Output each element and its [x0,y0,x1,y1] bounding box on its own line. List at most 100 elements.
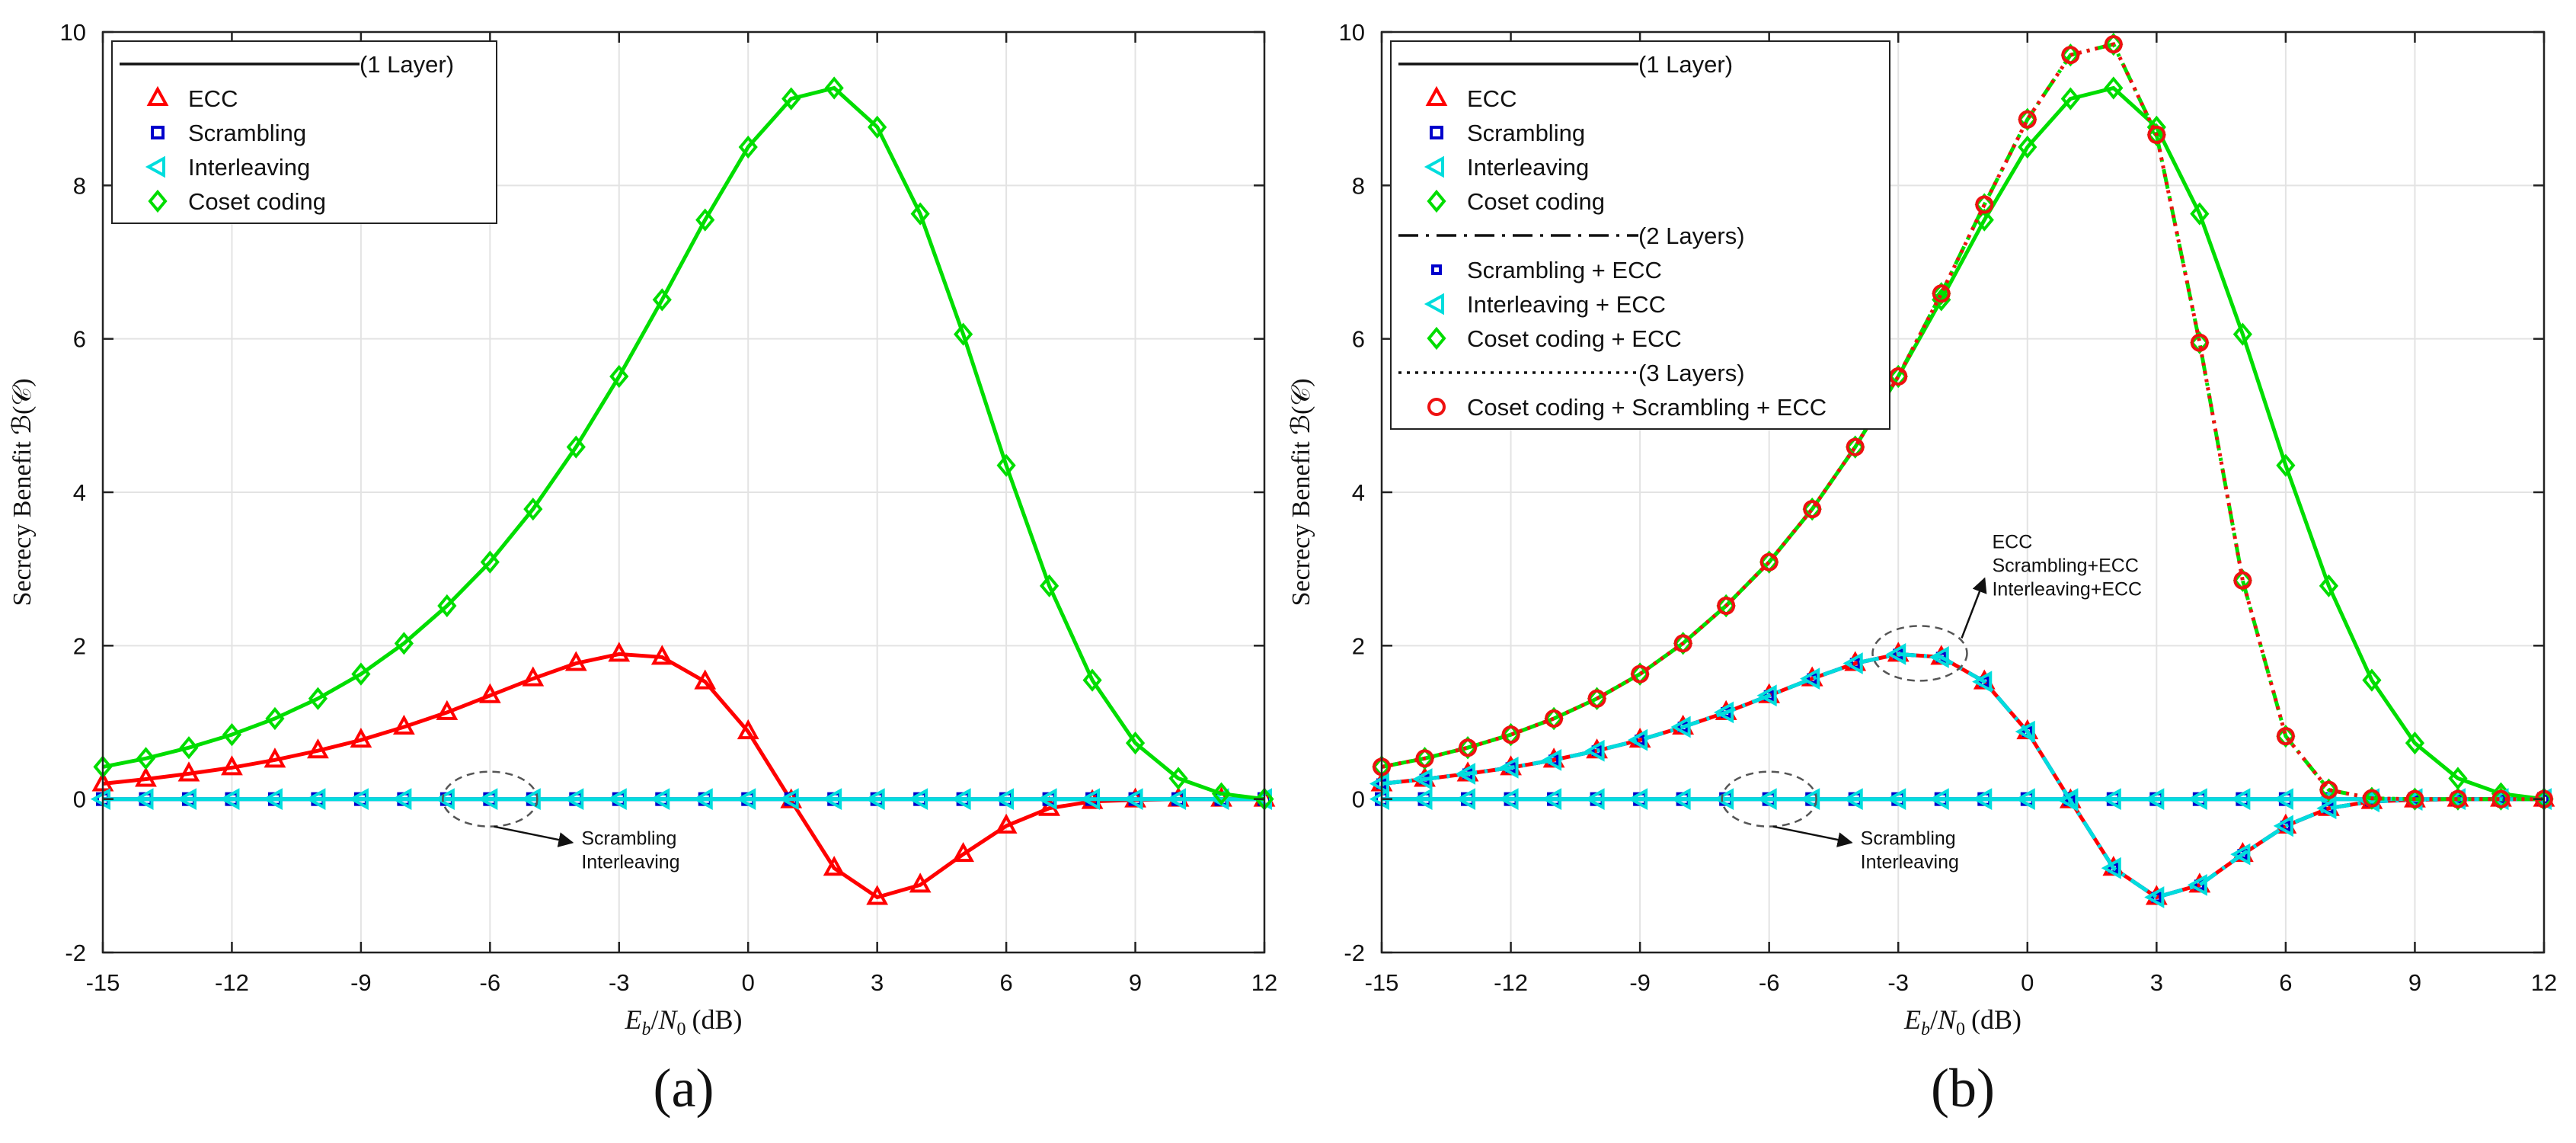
data-point-coset-coding-scrambling-ecc [2319,780,2338,799]
x-axis-label: Eb/N0 (dB) [1903,1004,2021,1039]
x-axis-label-part: / [1930,1004,1938,1035]
x-tick-label: 12 [1251,969,1277,996]
data-point-interleaving [1584,788,1605,811]
data-point-coset-coding-scrambling-ecc [2104,35,2123,54]
data-point-coset-coding [566,435,586,459]
x-axis-label: Eb/N0 (dB) [624,1004,742,1039]
legend-marker-coset-coding-scrambling-ecc [1427,398,1446,416]
annotation-ellipse [442,770,539,828]
data-point-ecc [436,700,459,720]
data-point-interleaving [219,788,240,811]
data-point-ecc [307,738,329,759]
legend-label-interleaving: Interleaving [188,154,310,181]
data-point-coset-coding [179,736,199,760]
annotation-arrow [1772,825,1853,847]
data-point-ecc [177,761,200,782]
y-tick-label: 6 [1352,326,1365,353]
y-tick-label: 0 [73,786,86,813]
data-point-interleaving [1972,788,1993,811]
x-tick-label: -6 [1759,969,1780,996]
data-point-coset-coding [738,135,758,159]
data-point-interleaving [1455,788,1476,811]
x-tick-label: -15 [86,969,120,996]
data-point-interleaving [822,788,842,811]
data-point-interleaving [1756,788,1777,811]
data-point-coset-coding [2018,135,2037,159]
data-point-interleaving [2187,788,2207,811]
x-tick-label: 0 [742,969,755,996]
data-point-interleaving-ecc [2144,886,2165,908]
data-point-ecc [350,728,372,748]
annotation-text: Interleaving [581,852,679,873]
data-point-interleaving [1886,788,1906,811]
data-point-interleaving [2101,788,2121,811]
data-point-interleaving [1800,788,1820,811]
x-tick-label: 9 [2408,969,2421,996]
annotation-text: Scrambling+ECC [1992,555,2138,576]
data-point-interleaving [564,788,584,811]
data-point-interleaving-ecc [2015,720,2035,743]
x-tick-label: 9 [1129,969,1142,996]
data-point-interleaving-ecc [2058,789,2079,812]
series-coset-coding [93,76,1274,811]
data-point-coset-coding-scrambling-ecc [1889,367,1908,386]
data-point-interleaving-ecc [1800,668,1820,690]
legend-marker-ecc [1425,85,1448,106]
data-point-interleaving [133,788,154,811]
data-point-ecc [522,666,545,687]
data-point-ecc [694,669,717,690]
legend-label-ecc: ECC [1467,85,1517,112]
x-axis-label-part: E [1903,1004,1921,1035]
data-point-coset-coding-scrambling-ecc [2276,727,2295,746]
data-point-coset-coding-scrambling-ecc [2190,333,2209,352]
data-point-interleaving [1412,788,1433,811]
data-point-interleaving [778,788,799,811]
annotation-text: Interleaving [1861,852,1959,873]
data-point-interleaving [1123,788,1143,811]
data-point-interleaving-ecc [2187,874,2207,896]
data-point-coset-coding [265,706,285,731]
data-point-interleaving-ecc [1369,773,1389,795]
data-point-coset-coding [2190,202,2210,226]
series-line-interleaving-ecc [1381,652,2544,900]
data-point-coset-coding [2060,87,2080,110]
data-point-coset-coding [1125,732,1146,755]
data-point-interleaving [2230,788,2251,811]
x-tick-label: 6 [2279,969,2292,996]
data-point-coset-coding [136,747,156,770]
legend-marker-coset-coding [1427,189,1446,213]
x-axis-label-part: (dB) [692,1004,743,1035]
data-point-coset-coding [1082,668,1102,692]
data-point-interleaving-ecc [2101,856,2121,879]
legend-marker-scrambling [151,126,165,139]
x-tick-label: 6 [999,969,1012,996]
data-point-ecc [392,714,415,735]
data-point-coset-coding-scrambling-ecc [2018,110,2037,129]
data-point-interleaving-ecc [2316,797,2337,820]
annotation-ellipse [1871,625,1968,682]
data-point-interleaving [1929,788,1949,811]
data-point-ecc [909,872,932,893]
data-point-coset-coding-scrambling-ecc [1975,195,1994,214]
data-point-interleaving [305,788,326,811]
data-point-interleaving [478,788,498,811]
y-tick-label: -2 [1344,940,1365,966]
data-point-interleaving-ecc [1670,716,1691,738]
legend-label-interleaving: Interleaving [1467,154,1589,181]
legend: (1 Layer) ECC Scrambling Interleaving Coset … [1390,40,1890,430]
series-line-coset-coding-scrambling-ecc [1381,42,2544,802]
legend-marker-interleaving [145,155,165,178]
x-tick-label: -6 [480,969,501,996]
data-point-interleaving [650,788,670,811]
data-point-coset-coding [523,498,543,521]
data-point-coset-coding [1211,782,1232,805]
legend-group-title: (1 Layer) [360,51,454,78]
data-point-interleaving-ecc [1498,757,1519,779]
data-point-coset-coding [437,594,457,618]
data-point-coset-coding-scrambling-ecc [1545,709,1564,728]
data-point-coset-coding-scrambling-ecc [1501,725,1520,744]
data-point-coset-coding [2405,732,2425,755]
